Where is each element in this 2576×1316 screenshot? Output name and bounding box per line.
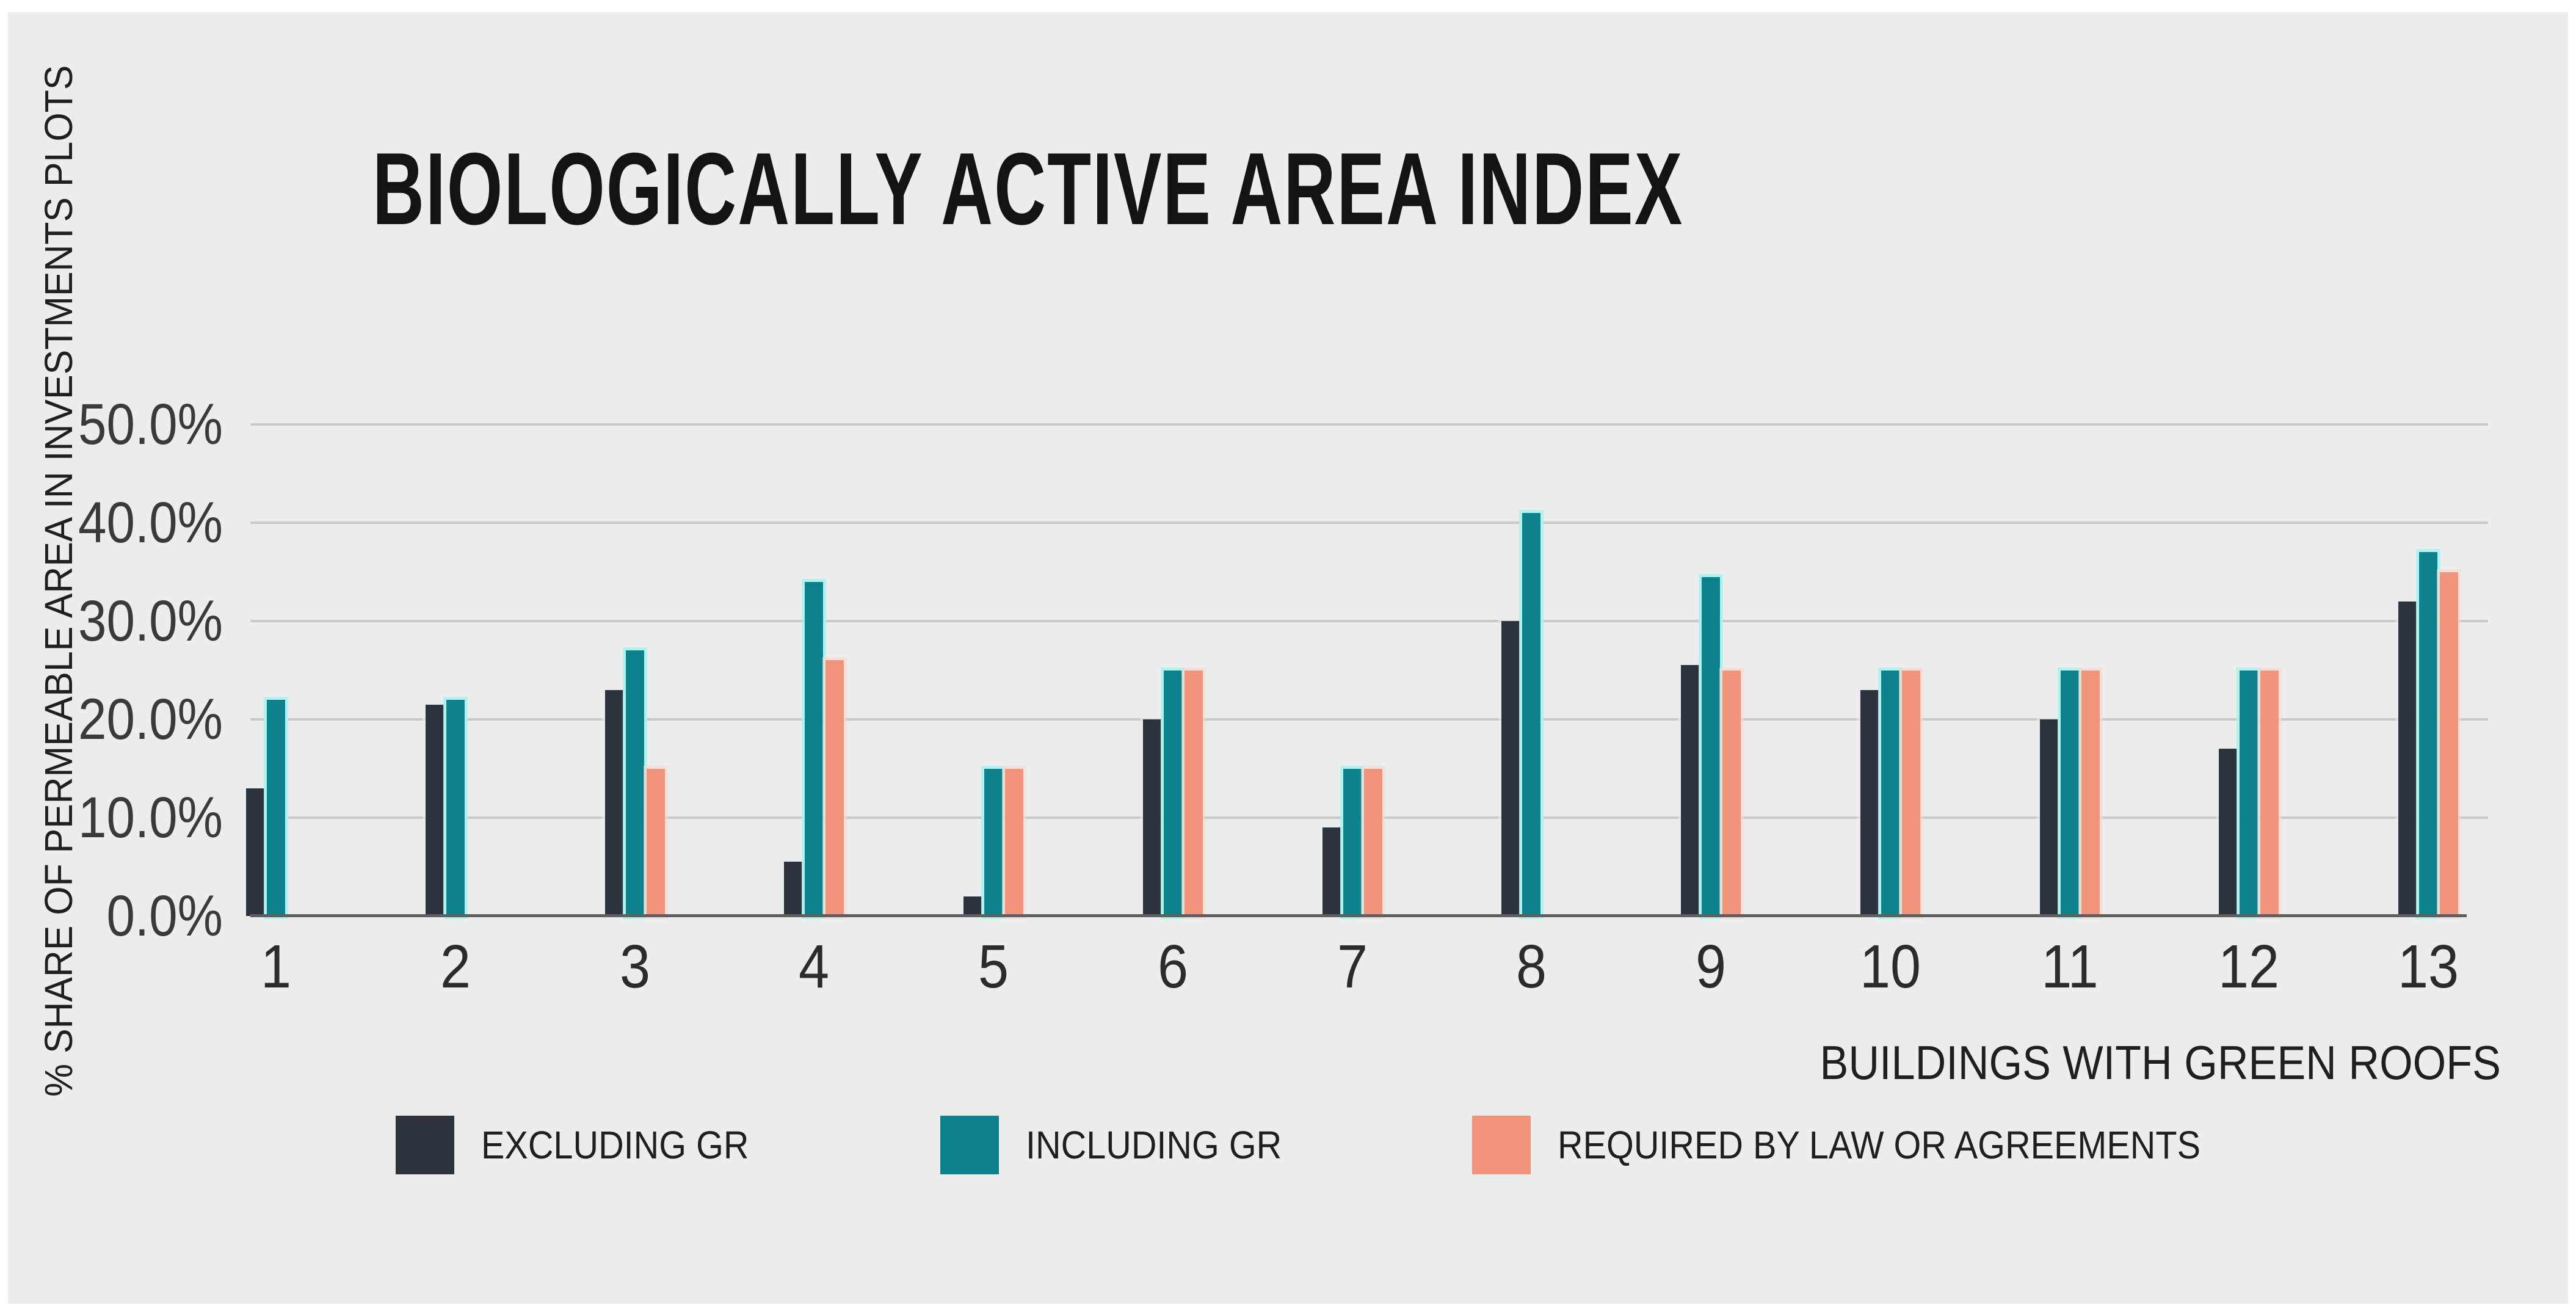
bar-excluding-gr-building-7 [1322, 827, 1341, 916]
bar-including-gr-building-5 [984, 768, 1003, 916]
bar-group-3 [604, 424, 665, 916]
bar-including-gr-building-6 [1163, 670, 1182, 916]
bar-required-by-law-or-agreements-building-11 [2081, 670, 2100, 916]
bar-including-gr-building-11 [2060, 670, 2079, 916]
bar-required-by-law-or-agreements-building-6 [1184, 670, 1203, 916]
y-tick-label: 30.0% [78, 589, 223, 653]
y-tick-label: 40.0% [78, 490, 223, 555]
legend-swatch [940, 1116, 1000, 1174]
bar-group-5 [963, 424, 1023, 916]
bar-group-8 [1501, 424, 1561, 916]
bar-group-6 [1142, 424, 1203, 916]
bar-group-9 [1681, 424, 1741, 916]
gridline-40 [250, 522, 2488, 524]
legend-item-including-gr: INCLUDING GR [940, 1116, 1310, 1174]
x-category-label-8: 8 [1516, 932, 1547, 1001]
bar-group-13 [2398, 424, 2458, 916]
bar-required-by-law-or-agreements-building-4 [825, 660, 844, 916]
bar-required-by-law-or-agreements-building-5 [1005, 768, 1023, 916]
bar-including-gr-building-3 [625, 650, 644, 916]
legend-label: EXCLUDING GR [481, 1123, 749, 1167]
bar-group-1 [246, 424, 306, 916]
bar-excluding-gr-building-9 [1681, 665, 1699, 916]
bar-excluding-gr-building-6 [1142, 719, 1161, 916]
bar-including-gr-building-12 [2240, 670, 2259, 916]
bar-group-12 [2219, 424, 2279, 916]
bar-excluding-gr-building-4 [784, 862, 803, 916]
bar-group-2 [425, 424, 485, 916]
legend-label: REQUIRED BY LAW OR AGREEMENTS [1558, 1123, 2200, 1167]
x-category-label-12: 12 [2218, 932, 2280, 1001]
gridline-20 [250, 718, 2488, 721]
x-category-label-6: 6 [1157, 932, 1188, 1001]
gridline-30 [250, 620, 2488, 622]
bar-required-by-law-or-agreements-building-3 [646, 768, 665, 916]
y-tick-label: 50.0% [78, 392, 223, 457]
plot-area [246, 423, 2488, 917]
bar-excluding-gr-building-11 [2039, 719, 2058, 916]
legend-label: INCLUDING GR [1026, 1123, 1282, 1167]
x-category-label-13: 13 [2397, 932, 2459, 1001]
x-category-label-3: 3 [619, 932, 650, 1001]
bar-group-4 [784, 424, 844, 916]
bar-excluding-gr-building-3 [604, 689, 623, 916]
x-category-label-9: 9 [1695, 932, 1727, 1001]
legend-swatch [396, 1116, 454, 1174]
bar-required-by-law-or-agreements-building-7 [1363, 768, 1382, 916]
bar-required-by-law-or-agreements-building-12 [2260, 670, 2279, 916]
bar-including-gr-building-7 [1343, 768, 1362, 916]
bar-excluding-gr-building-13 [2398, 601, 2417, 916]
x-category-label-2: 2 [440, 932, 471, 1001]
bar-including-gr-building-1 [267, 699, 285, 916]
x-category-label-1: 1 [260, 932, 292, 1001]
bar-required-by-law-or-agreements-building-10 [1901, 670, 1920, 916]
bar-including-gr-building-9 [1702, 576, 1720, 916]
x-axis-title: BUILDINGS WITH GREEN ROOFS [1820, 1036, 2501, 1089]
bar-group-10 [1860, 424, 1920, 916]
chart-title: BIOLOGICALLY ACTIVE AREA INDEX [372, 131, 1684, 246]
bar-excluding-gr-building-1 [246, 788, 264, 916]
bar-group-11 [2039, 424, 2100, 916]
y-tick-label: 20.0% [78, 687, 223, 752]
bar-including-gr-building-10 [1881, 670, 1899, 916]
bar-excluding-gr-building-2 [425, 704, 444, 916]
legend-swatch [1472, 1116, 1531, 1174]
legend-item-required-by-law-or-agreements: REQUIRED BY LAW OR AGREEMENTS [1472, 1116, 2272, 1174]
bar-required-by-law-or-agreements-building-9 [1722, 670, 1741, 916]
x-category-label-11: 11 [2041, 932, 2099, 1001]
bar-excluding-gr-building-8 [1501, 621, 1520, 916]
bar-including-gr-building-4 [805, 581, 824, 916]
x-category-label-4: 4 [799, 932, 830, 1001]
x-category-label-10: 10 [1859, 932, 1921, 1001]
bar-excluding-gr-building-10 [1860, 689, 1879, 916]
chart-panel-background [8, 12, 2568, 1304]
bar-excluding-gr-building-5 [963, 896, 982, 916]
bar-including-gr-building-13 [2419, 552, 2437, 916]
x-category-label-5: 5 [978, 932, 1009, 1001]
bar-group-7 [1322, 424, 1382, 916]
bar-excluding-gr-building-12 [2219, 749, 2238, 916]
legend: EXCLUDING GR INCLUDING GR REQUIRED BY LAW … [396, 1115, 2272, 1175]
gridline-50 [250, 423, 2488, 426]
bar-required-by-law-or-agreements-building-13 [2440, 572, 2458, 916]
bar-including-gr-building-2 [446, 699, 465, 916]
y-tick-label: 0.0% [106, 884, 223, 948]
x-axis-line [250, 914, 2467, 917]
y-tick-label: 10.0% [78, 785, 223, 850]
legend-item-excluding-gr: EXCLUDING GR [396, 1116, 778, 1174]
x-category-label-7: 7 [1337, 932, 1368, 1001]
bar-including-gr-building-8 [1522, 512, 1541, 916]
